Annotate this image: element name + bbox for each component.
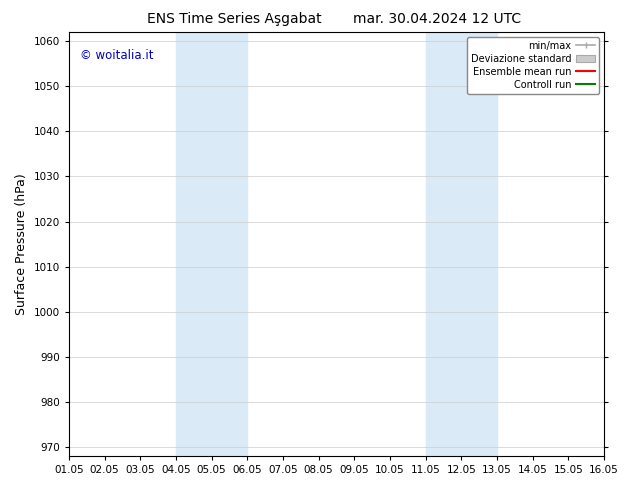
Legend: min/max, Deviazione standard, Ensemble mean run, Controll run: min/max, Deviazione standard, Ensemble m…: [467, 37, 599, 94]
Text: mar. 30.04.2024 12 UTC: mar. 30.04.2024 12 UTC: [353, 12, 522, 26]
Y-axis label: Surface Pressure (hPa): Surface Pressure (hPa): [15, 173, 28, 315]
Text: ENS Time Series Aşgabat: ENS Time Series Aşgabat: [147, 12, 322, 26]
Text: © woitalia.it: © woitalia.it: [79, 49, 153, 62]
Bar: [176, 32, 247, 456]
Bar: [425, 32, 497, 456]
